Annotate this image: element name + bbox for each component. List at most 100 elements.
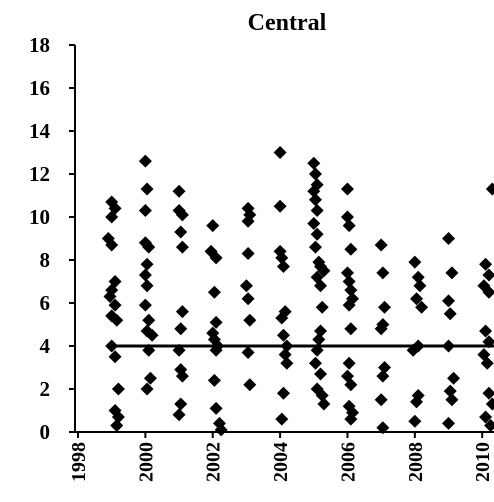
scatter-point [209, 251, 223, 265]
scatter-point [344, 242, 358, 256]
scatter-point [415, 300, 429, 314]
scatter-point [140, 257, 154, 271]
x-tick-label: 2000 [135, 442, 157, 482]
y-tick-label: 16 [29, 76, 50, 100]
scatter-point [108, 350, 122, 364]
scatter-point [239, 279, 253, 293]
scatter-point [138, 298, 152, 312]
scatter-point [315, 300, 329, 314]
scatter-point [317, 397, 331, 411]
scatter-point [207, 373, 221, 387]
y-tick-label: 8 [40, 248, 51, 272]
scatter-point [273, 146, 287, 159]
scatter-point [479, 257, 493, 271]
scatter-point [140, 182, 154, 196]
x-tick-label: 2006 [337, 442, 359, 482]
scatter-point [174, 322, 188, 336]
scatter-point [442, 416, 456, 430]
scatter-point [342, 219, 356, 233]
scatter-point [340, 266, 354, 280]
scatter-point [105, 210, 119, 224]
scatter-point [443, 307, 457, 321]
scatter-point [142, 240, 156, 254]
x-tick-label: 2004 [270, 442, 292, 482]
scatter-point [241, 247, 255, 261]
scatter-point [314, 324, 328, 338]
scatter-point [175, 208, 189, 222]
scatter-point [276, 259, 290, 273]
scatter-point [314, 367, 328, 381]
scatter-point [111, 410, 125, 424]
x-tick-label: 2008 [405, 442, 427, 482]
scatter-point [140, 279, 154, 293]
scatter-point [111, 382, 125, 396]
scatter-point [174, 397, 188, 411]
y-tick-label: 2 [40, 377, 51, 401]
scatter-point [172, 408, 186, 422]
scatter-point [445, 393, 459, 407]
scatter-point [174, 225, 188, 239]
scatter-point [442, 232, 456, 245]
scatter-point [108, 298, 122, 312]
scatter-point [344, 322, 358, 336]
scatter-point [280, 356, 294, 370]
scatter-point [443, 384, 457, 398]
scatter-point [342, 298, 356, 312]
scatter-point [310, 204, 324, 218]
scatter-point [206, 219, 220, 233]
scatter-point [317, 264, 331, 278]
scatter-point [273, 199, 287, 213]
scatter-point [479, 324, 493, 338]
scatter-point [275, 412, 289, 426]
scatter-point [307, 156, 321, 170]
scatter-point [408, 255, 422, 269]
scatter-point [243, 378, 257, 392]
x-tick-label: 1998 [68, 442, 90, 482]
scatter-point [484, 419, 494, 433]
scatter-point [344, 412, 358, 426]
chart-title: Central [248, 10, 327, 36]
y-tick-label: 6 [40, 291, 51, 315]
scatter-point [275, 311, 289, 325]
scatter-point [376, 266, 390, 280]
scatter-point [374, 322, 388, 336]
y-tick-label: 10 [29, 205, 50, 229]
scatter-point [482, 285, 494, 299]
scatter-point [241, 345, 255, 359]
scatter-point [442, 294, 456, 308]
scatter-point [374, 238, 388, 252]
scatter-point [315, 388, 329, 402]
scatter-point [413, 279, 427, 293]
scatter-point [143, 371, 157, 385]
scatter-point [138, 204, 152, 218]
scatter-point [308, 240, 322, 254]
scatter-point [110, 419, 124, 433]
scatter-point [310, 227, 324, 241]
scatter-point [378, 300, 392, 314]
scatter-point [307, 184, 321, 198]
scatter-point [342, 275, 356, 288]
scatter-point [138, 154, 152, 168]
scatter-point [209, 401, 223, 415]
scatter-point [378, 361, 392, 374]
x-tick-label: 2002 [203, 442, 225, 482]
y-tick-label: 14 [29, 119, 51, 143]
scatter-point [103, 290, 117, 304]
scatter-point [276, 328, 290, 342]
scatter-point [344, 283, 358, 297]
scatter-point [307, 216, 321, 230]
scatter-point [172, 184, 186, 198]
scatter-point [140, 382, 154, 396]
scatter-point [410, 292, 424, 306]
scatter-point [485, 397, 494, 411]
scatter-point [374, 393, 388, 407]
scatter-point [479, 410, 493, 424]
y-tick-label: 12 [29, 162, 50, 186]
scatter-point [241, 214, 255, 228]
scatter-point [482, 386, 494, 400]
scatter-point [408, 414, 422, 428]
scatter-point [275, 251, 289, 265]
scatter-point [308, 167, 322, 181]
scatter-point [214, 423, 228, 437]
scatter-point [376, 369, 390, 383]
